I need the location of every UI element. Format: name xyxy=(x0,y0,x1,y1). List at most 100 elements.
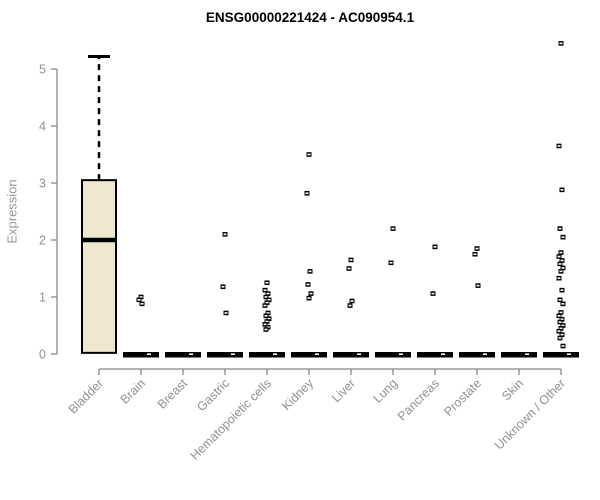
x-tick-label: Pancreas xyxy=(395,376,442,423)
data-point-center xyxy=(560,318,564,321)
data-point-center xyxy=(557,277,561,279)
data-point-center xyxy=(221,285,225,288)
data-point-center xyxy=(263,289,267,291)
data-point-center xyxy=(349,259,353,261)
zero-median-bar xyxy=(459,352,495,358)
data-point-zero xyxy=(483,353,487,355)
data-point-center xyxy=(140,303,144,305)
data-point-center xyxy=(307,297,311,299)
data-point-center xyxy=(265,301,269,304)
data-point-center xyxy=(137,299,141,301)
zero-median-bar xyxy=(375,352,411,358)
data-point-center xyxy=(308,270,312,273)
y-tick-label: 2 xyxy=(39,234,46,248)
zero-median-bar xyxy=(417,352,453,358)
data-point-center xyxy=(266,292,270,295)
y-tick-label: 3 xyxy=(39,177,46,191)
data-point-center xyxy=(264,315,268,317)
data-point-center xyxy=(561,345,565,347)
data-point-zero xyxy=(399,353,403,355)
chart-title: ENSG00000221424 - AC090954.1 xyxy=(205,10,415,25)
x-tick-label: Unknown / Other xyxy=(492,376,568,452)
data-point-zero xyxy=(525,353,529,355)
data-point-zero xyxy=(357,353,361,355)
data-point-center xyxy=(560,333,564,336)
data-point-center xyxy=(557,315,561,317)
data-point-zero xyxy=(567,353,571,355)
data-point-center xyxy=(307,153,311,156)
data-point-center xyxy=(309,292,313,295)
data-point-center xyxy=(306,283,310,286)
data-point-center xyxy=(561,303,565,305)
data-point-center xyxy=(264,296,268,298)
y-tick-label: 1 xyxy=(39,291,46,305)
y-tick-label: 0 xyxy=(39,348,46,362)
x-tick-label: Breast xyxy=(155,376,191,412)
data-point-center xyxy=(473,253,477,256)
zero-median-bar xyxy=(165,352,201,358)
data-point-center xyxy=(557,330,561,332)
data-point-center xyxy=(561,267,565,269)
x-tick-label: Brain xyxy=(118,376,149,407)
data-point-center xyxy=(557,255,561,258)
data-point-center xyxy=(559,327,563,330)
data-point-zero xyxy=(273,353,277,355)
data-point-center xyxy=(263,323,267,326)
data-point-center xyxy=(263,304,267,307)
zero-median-bar xyxy=(291,352,327,358)
x-tick-label: Hematopoietic cells xyxy=(188,376,275,463)
data-point-center xyxy=(267,299,271,301)
data-point-center xyxy=(391,227,395,230)
x-tick-label: Liver xyxy=(329,376,358,405)
zero-median-bar xyxy=(333,352,369,358)
data-point-center xyxy=(559,311,563,314)
x-tick-label: Prostate xyxy=(441,376,484,419)
x-tick-label: Gastric xyxy=(194,376,232,414)
x-tick-label: Lung xyxy=(371,376,401,406)
data-point-center xyxy=(305,192,309,195)
data-point-zero xyxy=(231,353,235,355)
data-point-zero xyxy=(441,353,445,355)
zero-median-bar xyxy=(501,352,537,358)
data-point-center xyxy=(266,312,270,314)
data-point-center xyxy=(224,312,228,314)
data-point-center xyxy=(559,251,563,254)
data-point-center xyxy=(348,304,352,307)
data-point-center xyxy=(558,227,562,230)
data-point-zero xyxy=(147,353,151,355)
data-point-center xyxy=(560,289,564,291)
x-tick-label: Bladder xyxy=(66,376,106,416)
data-point-center xyxy=(558,299,562,301)
y-tick-label: 5 xyxy=(39,63,46,77)
zero-median-bar xyxy=(123,352,159,358)
data-point-center xyxy=(560,259,564,262)
data-point-center xyxy=(559,42,563,45)
data-point-center xyxy=(431,292,435,295)
data-point-center xyxy=(433,246,437,248)
data-point-center xyxy=(561,236,565,238)
zero-median-bar xyxy=(543,352,579,358)
data-point-center xyxy=(267,317,271,320)
data-point-center xyxy=(560,189,564,191)
data-point-center xyxy=(389,262,393,264)
data-point-center xyxy=(557,145,561,147)
data-point-center xyxy=(350,300,354,302)
data-point-center xyxy=(558,337,562,339)
data-point-center xyxy=(139,296,143,298)
data-point-center xyxy=(265,320,269,323)
data-point-center xyxy=(265,281,269,284)
x-tick-label: Kidney xyxy=(279,376,316,413)
data-point-zero xyxy=(189,353,193,355)
y-tick-label: 4 xyxy=(39,120,46,134)
data-point-center xyxy=(264,328,268,331)
data-point-center xyxy=(223,233,227,236)
data-point-center xyxy=(347,267,351,270)
zero-median-bar xyxy=(249,352,285,358)
data-point-center xyxy=(475,247,479,250)
x-tick-label: Skin xyxy=(499,376,526,403)
zero-median-bar xyxy=(207,352,243,358)
data-point-zero xyxy=(315,353,319,355)
data-point-center xyxy=(559,270,563,273)
